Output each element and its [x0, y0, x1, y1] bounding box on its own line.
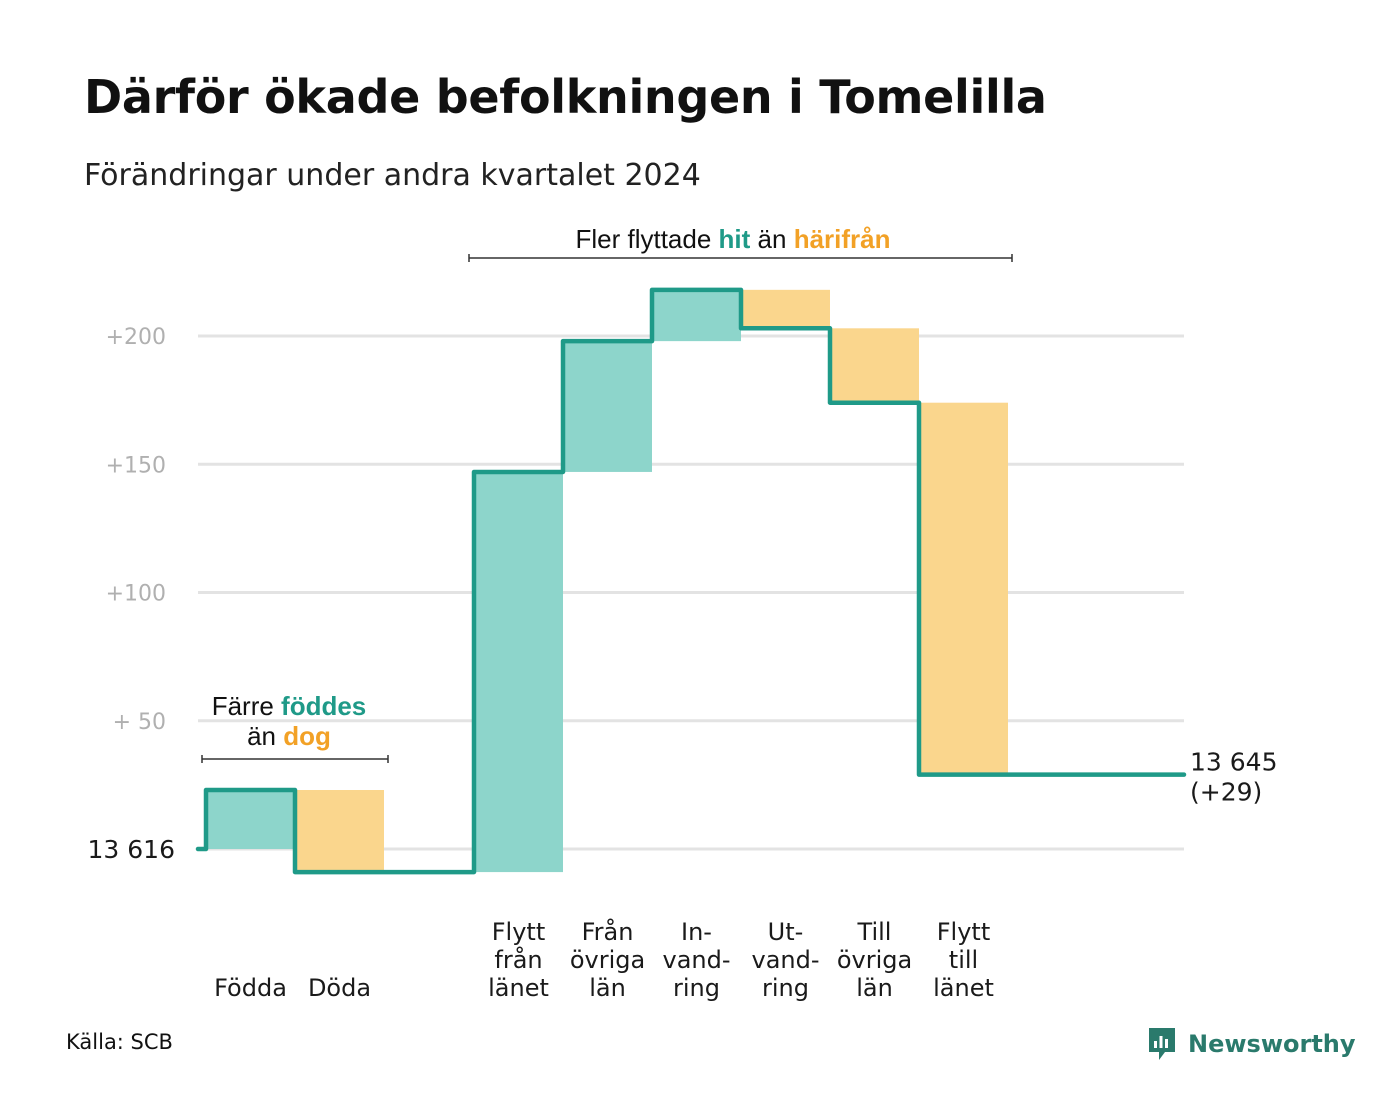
final-change-label: (+29) — [1190, 778, 1262, 807]
x-tick-label-line: vand- — [662, 946, 730, 974]
x-tick-label: Flytt från länet — [488, 918, 549, 1002]
migration-bracket — [468, 254, 1013, 262]
waterfall-bars — [206, 289, 1008, 873]
x-tick-label-line: till — [949, 946, 978, 974]
x-tick-label-line: In- — [681, 918, 712, 946]
increase-bar — [474, 471, 563, 873]
x-tick-label: Ut-vand-ring — [751, 918, 819, 1002]
x-tick-label-line: övriga — [837, 946, 912, 974]
annotation-text: Fler flyttade — [575, 224, 718, 254]
x-tick-label-line: Flytt — [492, 918, 546, 946]
x-tick-label-line: övriga — [570, 946, 645, 974]
chart-subtitle: Förändringar under andra kvartalet 2024 — [84, 158, 701, 193]
annotation-highlight: föddes — [281, 691, 366, 721]
x-tick-label-line: Döda — [308, 974, 371, 1002]
x-tick-label-line: län — [589, 974, 626, 1002]
source-note: Källa: SCB — [66, 1030, 173, 1054]
increase-bar — [652, 289, 741, 342]
migration-annotation: Fler flyttade hit än härifrån — [575, 224, 890, 254]
y-tick-label: +150 — [106, 453, 166, 478]
annotation-text: än — [247, 721, 283, 751]
increase-bar — [563, 341, 652, 472]
newsworthy-logo-icon — [1149, 1028, 1175, 1060]
x-tick-label-line: länet — [933, 974, 994, 1002]
decrease-bar — [295, 790, 384, 873]
x-tick-label: Födda — [214, 974, 287, 1002]
increase-bar — [206, 790, 295, 849]
brand-logo: Newsworthy — [1146, 1024, 1356, 1064]
x-tick-label-line: ring — [673, 974, 720, 1002]
base-value-label: 13 616 — [88, 835, 175, 864]
x-tick-label: Flytt till länet — [933, 918, 994, 1002]
x-tick-label-line: Från — [582, 917, 634, 946]
x-tick-label-line: vand- — [751, 946, 819, 974]
chart-title: Därför ökade befolkningen i Tomelilla — [84, 70, 1047, 124]
annotation-text: Färre — [212, 691, 281, 721]
annotation-text: än — [750, 224, 793, 254]
y-tick-label: + 50 — [113, 710, 166, 735]
y-tick-label: +200 — [106, 325, 166, 350]
annotation-highlight: hit — [719, 224, 751, 254]
final-value-label: 13 645 — [1190, 748, 1277, 777]
decrease-bar — [741, 289, 830, 329]
x-tick-label-line: Ut- — [768, 918, 804, 946]
annotation-highlight: dog — [283, 721, 331, 751]
cumulative-step-line — [195, 287, 1187, 875]
decrease-bar — [830, 328, 919, 403]
brand-name: Newsworthy — [1188, 1030, 1356, 1058]
x-tick-label-line: Till — [857, 918, 892, 946]
x-tick-label-line: från — [494, 945, 542, 974]
births-deaths-annotation-line2: än dog — [247, 721, 331, 751]
births-deaths-bracket — [201, 755, 389, 763]
x-tick-label: Till övriga län — [837, 918, 912, 1002]
x-tick-label-line: ring — [762, 974, 809, 1002]
x-tick-label-line: Flytt — [937, 918, 991, 946]
x-tick-label: In-vand-ring — [662, 918, 730, 1002]
x-tick-label-line: Födda — [214, 974, 287, 1002]
births-deaths-annotation: Färre föddes — [212, 691, 367, 721]
decrease-bar — [919, 402, 1008, 775]
x-tick-label-line: län — [856, 974, 893, 1002]
x-tick-label: Döda — [308, 974, 371, 1002]
x-tick-label: Från övriga län — [570, 917, 645, 1002]
annotation-highlight: härifrån — [794, 224, 891, 254]
x-tick-label-line: länet — [488, 974, 549, 1002]
y-tick-label: +100 — [106, 582, 166, 607]
